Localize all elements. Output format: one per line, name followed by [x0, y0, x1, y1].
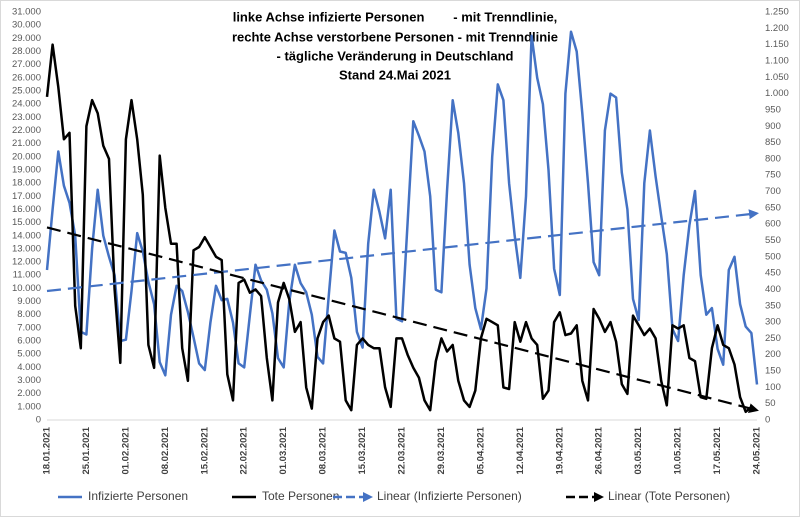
legend-label: Tote Personen [262, 489, 339, 503]
y-tick-label: 17.000 [12, 191, 41, 202]
y-tick-label: 28.000 [12, 46, 41, 57]
y2-tick-label: 900 [765, 121, 781, 132]
y-tick-label: 24.000 [12, 99, 41, 110]
y2-tick-label: 700 [765, 186, 781, 197]
y2-tick-label: 150 [765, 366, 781, 377]
legend-label: Infizierte Personen [88, 489, 188, 503]
y-tick-label: 25.000 [12, 85, 41, 96]
y-tick-label: 16.000 [12, 204, 41, 215]
x-tick-label: 12.04.2021 [515, 426, 526, 474]
y-tick-label: 5.000 [17, 349, 41, 360]
y2-tick-label: 300 [765, 317, 781, 328]
y-tick-label: 31.000 [12, 7, 41, 18]
y-tick-label: 6.000 [17, 336, 41, 347]
x-tick-label: 08.03.2021 [318, 426, 329, 474]
y-tick-label: 21.000 [12, 138, 41, 149]
y2-tick-label: 50 [765, 398, 776, 409]
chart-title: rechte Achse verstorbene Personen - mit … [232, 29, 558, 44]
y2-tick-label: 650 [765, 202, 781, 213]
line-series [45, 30, 759, 385]
x-tick-label: 22.02.2021 [239, 426, 250, 474]
y-tick-label: 19.000 [12, 164, 41, 175]
y-tick-label: 13.000 [12, 243, 41, 254]
x-tick-label: 08.02.2021 [160, 426, 171, 474]
y2-tick-label: 1.050 [765, 72, 789, 83]
y-tick-label: 26.000 [12, 72, 41, 83]
y-tick-label: 22.000 [12, 125, 41, 136]
y2-tick-label: 0 [765, 415, 770, 426]
chart-title: linke Achse infizierte Personen - mit Tr… [233, 9, 558, 24]
x-tick-label: 01.02.2021 [120, 426, 131, 474]
x-tick-label: 25.01.2021 [81, 426, 92, 474]
y-tick-label: 2.000 [17, 388, 41, 399]
x-tick-label: 26.04.2021 [594, 426, 605, 474]
legend-label: Linear (Infizierte Personen) [377, 489, 522, 503]
x-tick-label: 15.03.2021 [357, 426, 368, 474]
x-tick-label: 17.05.2021 [712, 426, 723, 474]
y2-tick-label: 1.150 [765, 39, 789, 50]
y2-tick-label: 850 [765, 137, 781, 148]
y-tick-label: 30.000 [12, 20, 41, 31]
y-tick-label: 4.000 [17, 362, 41, 373]
x-tick-label: 01.03.2021 [278, 426, 289, 474]
x-tick-label: 24.05.2021 [752, 426, 763, 474]
y2-tick-label: 500 [765, 251, 781, 262]
x-tick-label: 19.04.2021 [554, 426, 565, 474]
y2-tick-label: 800 [765, 153, 781, 164]
y2-tick-label: 1.100 [765, 55, 789, 66]
y-tick-label: 9.000 [17, 296, 41, 307]
y-tick-label: 18.000 [12, 178, 41, 189]
y2-tick-label: 350 [765, 300, 781, 311]
y-tick-label: 14.000 [12, 230, 41, 241]
y-tick-label: 27.000 [12, 59, 41, 70]
chart-title: Stand 24.Mai 2021 [339, 67, 451, 82]
y-tick-label: 23.000 [12, 112, 41, 123]
line-series [45, 43, 753, 414]
x-tick-label: 18.01.2021 [42, 426, 53, 474]
x-tick-label: 03.05.2021 [633, 426, 644, 474]
y2-tick-label: 1.000 [765, 88, 789, 99]
y-tick-label: 10.000 [12, 283, 41, 294]
y2-tick-label: 950 [765, 104, 781, 115]
y-tick-label: 1.000 [17, 401, 41, 412]
x-tick-label: 22.03.2021 [397, 426, 408, 474]
y2-tick-label: 1.200 [765, 23, 789, 34]
y2-tick-label: 750 [765, 170, 781, 181]
y-tick-label: 12.000 [12, 257, 41, 268]
x-tick-label: 15.02.2021 [199, 426, 210, 474]
x-tick-label: 05.04.2021 [475, 426, 486, 474]
y2-tick-label: 100 [765, 382, 781, 393]
y2-tick-label: 1.250 [765, 7, 789, 18]
y2-tick-label: 550 [765, 235, 781, 246]
y-tick-label: 15.000 [12, 217, 41, 228]
chart-title: - tägliche Veränderung in Deutschland [277, 48, 514, 63]
trend-line [46, 209, 759, 293]
y-tick-label: 7.000 [17, 322, 41, 333]
x-tick-label: 29.03.2021 [436, 426, 447, 474]
y2-tick-label: 200 [765, 349, 781, 360]
y2-tick-label: 450 [765, 268, 781, 279]
trend-line [46, 226, 759, 414]
legend-label: Linear (Tote Personen) [608, 489, 730, 503]
y2-tick-label: 600 [765, 219, 781, 230]
y-tick-label: 0 [36, 415, 41, 426]
y2-tick-label: 400 [765, 284, 781, 295]
y-tick-label: 29.000 [12, 33, 41, 44]
y-tick-label: 20.000 [12, 151, 41, 162]
y2-tick-label: 250 [765, 333, 781, 344]
y-tick-label: 11.000 [13, 270, 41, 281]
y-tick-label: 3.000 [17, 375, 41, 386]
x-tick-label: 10.05.2021 [673, 426, 684, 474]
y-tick-label: 8.000 [17, 309, 41, 320]
